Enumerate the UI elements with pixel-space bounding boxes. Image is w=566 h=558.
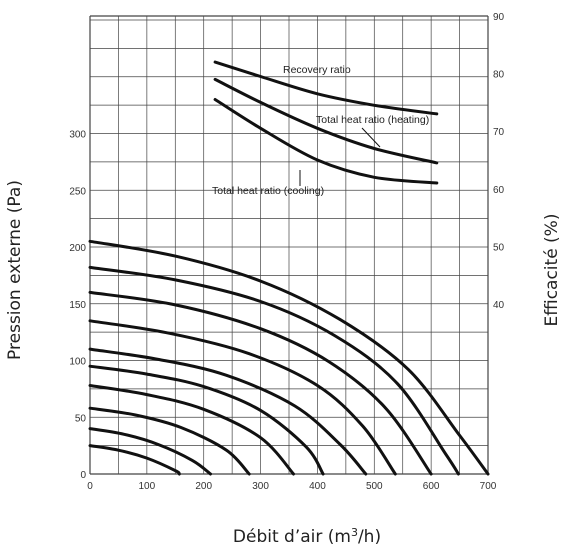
x-tick-200: 200 <box>195 481 212 492</box>
y-right-tick-60: 60 <box>493 185 505 196</box>
pressure-curve-9 <box>88 265 460 476</box>
y-right-tick-40: 40 <box>493 300 505 311</box>
y-right-tick-70: 70 <box>493 127 505 138</box>
x-axis-title-main: Débit d’air (m <box>233 527 351 547</box>
x-tick-100: 100 <box>139 481 156 492</box>
label-recovery-ratio: Recovery ratio <box>283 64 351 76</box>
pressure-curve-3 <box>88 406 251 476</box>
efficiency-curve-heating <box>213 77 439 165</box>
y-left-axis-title: Pression externe (Pa) <box>5 180 25 360</box>
y-right-tick-80: 80 <box>493 70 505 81</box>
labels: Recovery ratio Total heat ratio (heating… <box>212 64 429 197</box>
pressure-curve-7 <box>88 319 397 476</box>
y-left-tick-300: 300 <box>69 130 86 141</box>
pressure-curve-10 <box>88 239 490 476</box>
y-left-tick-100: 100 <box>69 357 86 368</box>
leader-heating <box>361 127 381 148</box>
pressure-curve-1 <box>88 444 181 476</box>
y-left-tick-150: 150 <box>69 300 86 311</box>
efficiency-curve-recovery <box>213 60 439 116</box>
x-tick-600: 600 <box>423 481 440 492</box>
pressure-curve-4 <box>88 384 295 476</box>
y-right-tick-90: 90 <box>493 12 505 23</box>
x-tick-700: 700 <box>480 481 497 492</box>
x-axis-title-tail: /h) <box>358 527 381 547</box>
x-tick-400: 400 <box>309 481 326 492</box>
y-left-tick-250: 250 <box>69 186 86 197</box>
y-right-axis-title: Efficacité (%) <box>542 214 562 327</box>
y-left-tick-200: 200 <box>69 243 86 254</box>
ticks: 0 100 200 300 400 500 600 700 0 50 100 150 200 250 300… <box>69 12 504 492</box>
y-right-tick-50: 50 <box>493 242 505 253</box>
pressure-curve-2 <box>88 427 212 476</box>
x-axis-title-sup: 3 <box>351 526 358 539</box>
label-total-heat-heating: Total heat ratio (heating) <box>316 114 429 126</box>
x-tick-500: 500 <box>366 481 383 492</box>
grid <box>89 15 489 475</box>
y-left-tick-50: 50 <box>75 413 87 424</box>
pressure-curve-5 <box>88 364 325 476</box>
pressure-curve-8 <box>88 290 433 476</box>
label-total-heat-cooling: Total heat ratio (cooling) <box>212 185 324 197</box>
x-axis-title: Débit d’air (m3/h) <box>233 526 381 547</box>
x-tick-300: 300 <box>252 481 269 492</box>
y-left-tick-0: 0 <box>80 470 86 481</box>
curves <box>88 60 490 476</box>
x-tick-0: 0 <box>87 481 93 492</box>
efficiency-curve-cooling <box>213 98 439 185</box>
pressure-curve-6 <box>88 347 368 476</box>
